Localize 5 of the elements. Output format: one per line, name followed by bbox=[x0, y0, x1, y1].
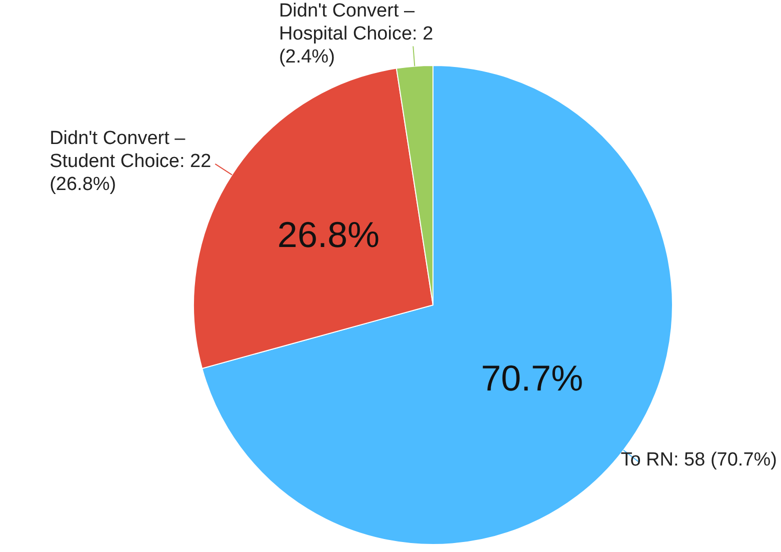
slice-label: To RN: 58 (70.7%) bbox=[620, 450, 778, 471]
text: 26.8% bbox=[277, 214, 380, 256]
text: 70.7% bbox=[481, 357, 584, 398]
slice-label: Didn't Convert – Hospital Choice: 2 (2.4%) bbox=[278, 0, 434, 68]
slice-label: Didn't Convert – Student Choice: 22 (26.8%) bbox=[50, 128, 212, 196]
